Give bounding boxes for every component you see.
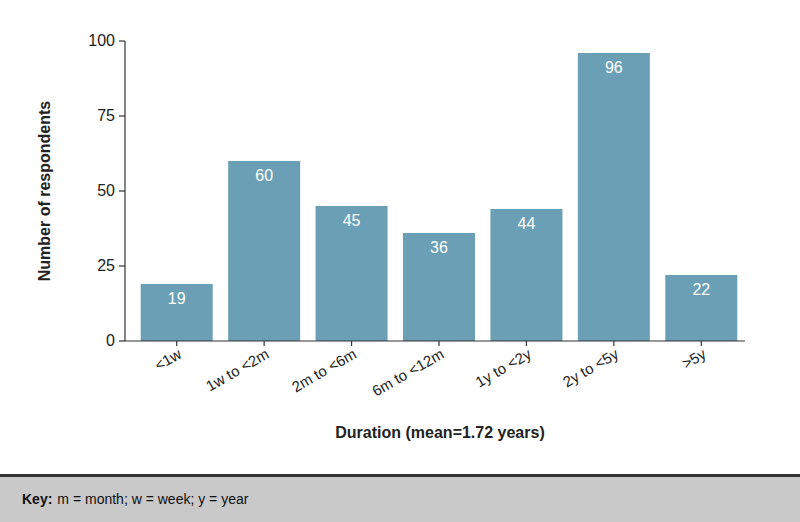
bar [141, 284, 213, 341]
x-tick [264, 341, 265, 346]
bar [403, 233, 475, 341]
y-tick-label: 25 [97, 257, 115, 274]
y-tick [119, 190, 125, 191]
x-tick [351, 341, 352, 346]
data-label: 60 [255, 167, 273, 184]
x-tick-label: 1w to <2m [203, 345, 272, 395]
data-label: 19 [168, 290, 186, 307]
y-tick-label: 100 [88, 32, 115, 49]
x-tick [438, 341, 439, 346]
y-tick-label: 0 [106, 332, 115, 349]
x-tick [701, 341, 702, 346]
x-axis-title: Duration (mean=1.72 years) [335, 424, 544, 441]
x-axis-line [125, 340, 745, 341]
bar [665, 275, 737, 341]
bar [490, 209, 562, 341]
y-tick [119, 115, 125, 116]
data-label: 96 [605, 59, 623, 76]
y-tick-label: 75 [97, 107, 115, 124]
bar [316, 206, 388, 341]
data-label: 36 [430, 239, 448, 256]
key-body: m = month; w = week; y = year [57, 491, 248, 507]
x-tick-label: 2m to <6m [289, 345, 359, 395]
x-tick-label: 2y to <5y [560, 345, 622, 391]
data-label: 22 [692, 281, 710, 298]
key-rule [0, 474, 800, 477]
x-tick [526, 341, 527, 346]
y-axis-title: Number of respondents [36, 101, 53, 282]
chart-svg: 19 60 45 36 44 96 22 0 25 50 75 100 <1w 1w to <2m 2m t… [0, 0, 800, 522]
x-tick-label: >5y [679, 345, 709, 372]
chart-root: 19 60 45 36 44 96 22 0 25 50 75 100 <1w 1w to <2m 2m t… [0, 0, 800, 522]
y-tick [119, 340, 125, 341]
key-text: Key: m = month; w = week; y = year [22, 491, 249, 507]
y-tick [119, 40, 125, 41]
data-label: 45 [343, 212, 361, 229]
key-box [0, 477, 800, 522]
x-tick-label: 1y to <2y [472, 345, 534, 391]
x-tick [176, 341, 177, 346]
y-tick [119, 265, 125, 266]
key-label: Key: [22, 491, 52, 507]
data-label: 44 [518, 215, 536, 232]
x-tick [613, 341, 614, 346]
x-tick-label: 6m to <12m [369, 345, 446, 400]
bar [228, 161, 300, 341]
bars [141, 53, 738, 341]
x-tick-label: <1w [152, 345, 185, 374]
bar [578, 53, 650, 341]
y-tick-label: 50 [97, 182, 115, 199]
